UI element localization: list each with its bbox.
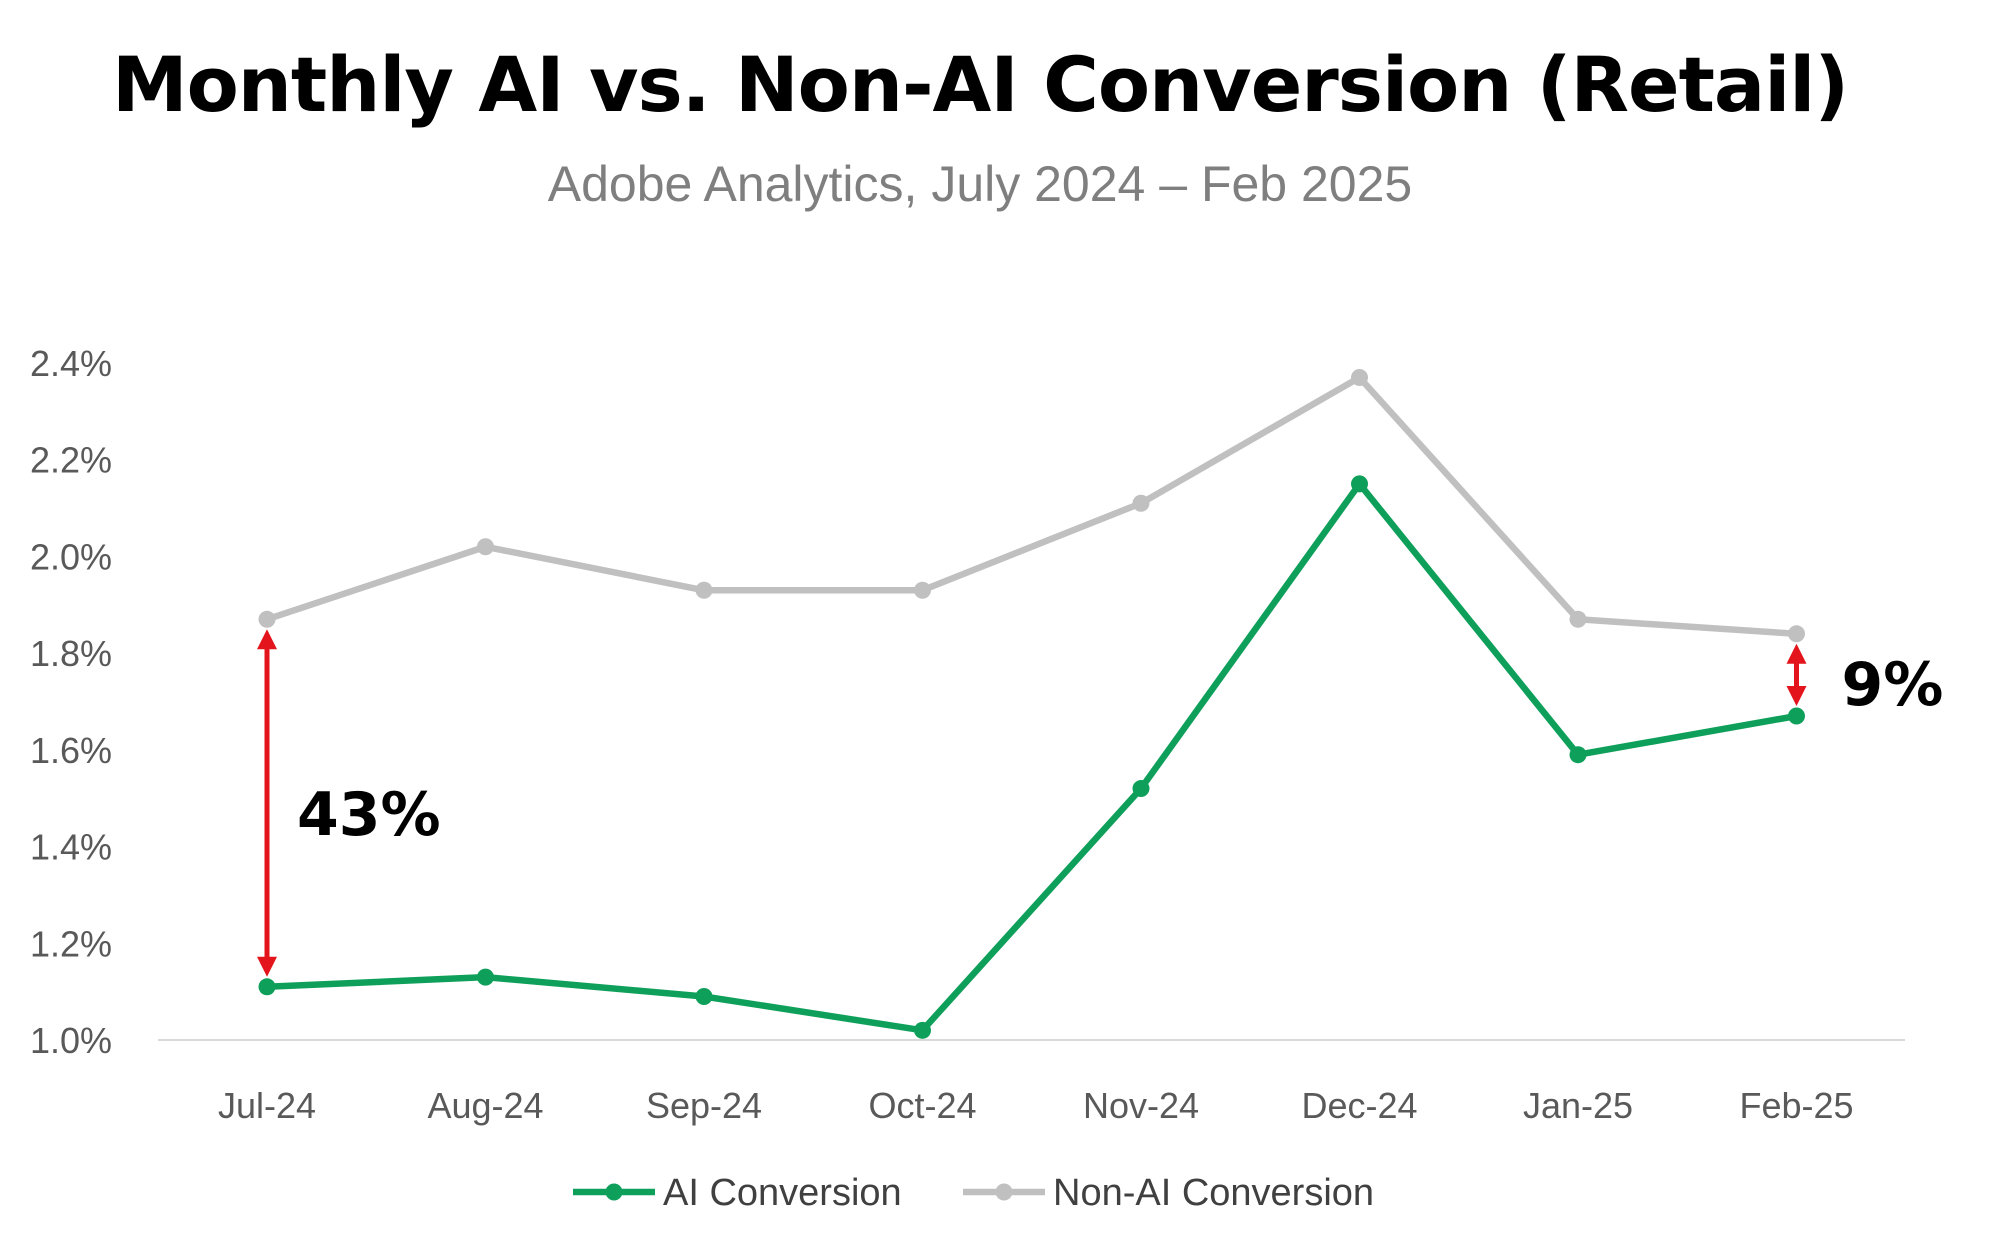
chart-annotations: 43% 9% bbox=[257, 629, 1943, 977]
annotation-label: 9% bbox=[1842, 650, 1944, 720]
x-tick-label: Jan-25 bbox=[1523, 1085, 1633, 1126]
data-point bbox=[477, 968, 494, 986]
y-tick-label: 2.0% bbox=[30, 536, 112, 577]
series-line bbox=[263, 480, 1800, 1034]
data-point bbox=[695, 987, 713, 1005]
annotation-arrow-head-up bbox=[1786, 643, 1807, 664]
y-tick-label: 1.2% bbox=[30, 923, 112, 964]
data-point bbox=[258, 978, 276, 996]
x-tick-label: Dec-24 bbox=[1301, 1085, 1417, 1126]
chart-subtitle: Adobe Analytics, July 2024 – Feb 2025 bbox=[547, 156, 1413, 212]
legend-label: Non-AI Conversion bbox=[1053, 1172, 1374, 1214]
data-point bbox=[1132, 494, 1150, 512]
data-point bbox=[1132, 780, 1150, 798]
data-point bbox=[1351, 369, 1368, 387]
x-tick-label: Jul-24 bbox=[218, 1085, 316, 1126]
data-point bbox=[477, 538, 494, 556]
y-tick-label: 1.4% bbox=[30, 827, 112, 868]
data-point bbox=[258, 610, 276, 628]
y-tick-label: 1.0% bbox=[30, 1020, 112, 1061]
chart-legend: AI Conversion Non-AI Conversion bbox=[573, 1172, 1374, 1214]
chart-title: Monthly AI vs. Non-AI Conversion (Retail… bbox=[111, 40, 1849, 129]
series-line bbox=[263, 374, 1800, 638]
legend-swatch-marker bbox=[605, 1183, 623, 1201]
data-point bbox=[1569, 746, 1587, 764]
data-point bbox=[914, 581, 931, 599]
data-point bbox=[1569, 610, 1587, 628]
x-tick-label: Aug-24 bbox=[427, 1085, 543, 1126]
annotation-arrow-head-down bbox=[1786, 686, 1807, 707]
data-point bbox=[1788, 707, 1805, 725]
legend-swatch-marker bbox=[995, 1183, 1013, 1201]
chart-series bbox=[258, 369, 1805, 1039]
data-point bbox=[695, 581, 713, 599]
annotation-label: 43% bbox=[297, 780, 441, 850]
y-tick-label: 1.8% bbox=[30, 633, 112, 674]
data-point bbox=[914, 1021, 931, 1039]
y-tick-label: 2.4% bbox=[30, 343, 112, 384]
x-tick-label: Feb-25 bbox=[1739, 1085, 1853, 1126]
x-tick-label: Sep-24 bbox=[646, 1085, 762, 1126]
annotation-arrow-head-down bbox=[257, 956, 277, 977]
x-tick-label: Oct-24 bbox=[868, 1085, 976, 1126]
legend-label: AI Conversion bbox=[663, 1172, 902, 1214]
chart-axes: 1.0% 1.2% 1.4% 1.6% 1.8% 2.0% 2.2% 2.4% Jul-24 Au… bbox=[30, 343, 1905, 1126]
y-tick-label: 1.6% bbox=[30, 730, 112, 771]
x-tick-label: Nov-24 bbox=[1083, 1085, 1199, 1126]
y-tick-label: 2.2% bbox=[30, 440, 112, 481]
annotation-arrow-head-up bbox=[257, 629, 277, 650]
data-point bbox=[1351, 475, 1368, 493]
data-point bbox=[1788, 625, 1805, 643]
